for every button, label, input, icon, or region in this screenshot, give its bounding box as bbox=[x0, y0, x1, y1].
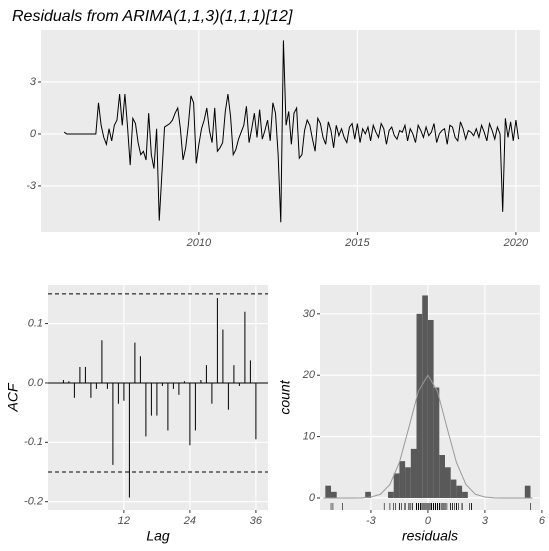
histogram-bar bbox=[410, 448, 417, 498]
histogram-bar bbox=[325, 485, 332, 498]
x-axis-title: residuals bbox=[402, 528, 458, 544]
x-tick-label: 0 bbox=[425, 515, 432, 527]
y-axis-title: count bbox=[277, 379, 293, 414]
histogram-bar bbox=[462, 491, 468, 498]
y-axis-title: ACF bbox=[5, 382, 21, 412]
histogram-bar bbox=[365, 491, 371, 498]
y-tick-label: -0.2 bbox=[24, 496, 43, 508]
y-tick-label: 0.0 bbox=[28, 377, 44, 389]
histogram-bar bbox=[416, 313, 423, 498]
histogram-bar bbox=[450, 479, 457, 498]
x-tick-label: -3 bbox=[366, 515, 377, 527]
normal-curve bbox=[323, 374, 533, 499]
x-tick-label: 6 bbox=[539, 515, 546, 527]
histogram-bar bbox=[331, 491, 337, 498]
x-tick-label: 24 bbox=[183, 515, 196, 527]
y-tick-label: -0.1 bbox=[24, 436, 43, 448]
histogram-bar bbox=[524, 485, 531, 498]
y-tick-label: 10 bbox=[303, 431, 316, 443]
residual-line bbox=[63, 40, 520, 223]
y-tick-label: 0 bbox=[309, 492, 316, 504]
x-axis-title: Lag bbox=[146, 528, 170, 544]
panel-background bbox=[48, 285, 268, 510]
y-tick-label: 3 bbox=[30, 76, 37, 88]
chart-title: Residuals from ARIMA(1,1,3)(1,1,1)[12] bbox=[12, 8, 293, 25]
x-tick-label: 2020 bbox=[503, 237, 529, 249]
histogram-bar bbox=[427, 319, 434, 498]
x-tick-label: 2010 bbox=[186, 237, 212, 249]
histogram-bar bbox=[405, 467, 411, 498]
histogram-bar bbox=[445, 467, 451, 498]
histogram-bar bbox=[456, 485, 463, 498]
y-tick-label: 0.1 bbox=[28, 317, 43, 329]
histogram-bar bbox=[433, 387, 440, 498]
histogram-bar bbox=[393, 473, 400, 498]
y-tick-label: 0 bbox=[30, 128, 37, 140]
y-tick-label: 30 bbox=[303, 308, 316, 320]
y-tick-label: -3 bbox=[26, 180, 37, 192]
histogram-bar bbox=[399, 461, 406, 498]
x-tick-label: 12 bbox=[118, 515, 130, 527]
histogram-bar bbox=[422, 295, 428, 498]
y-tick-label: 20 bbox=[302, 369, 316, 381]
x-tick-label: 2015 bbox=[344, 237, 370, 249]
x-tick-label: 36 bbox=[250, 515, 263, 527]
x-tick-label: 3 bbox=[482, 515, 489, 527]
histogram-bar bbox=[439, 455, 446, 498]
histogram-bar bbox=[388, 491, 394, 498]
